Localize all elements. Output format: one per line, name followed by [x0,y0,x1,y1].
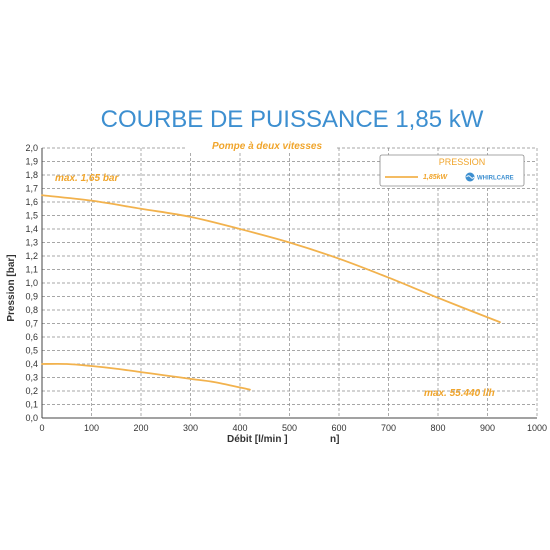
y-tick-label: 0,3 [25,373,38,383]
x-tick-label: 700 [381,423,396,433]
y-tick-label: 1,7 [25,184,38,194]
y-tick-label: 1,2 [25,251,38,261]
y-tick-label: 1,0 [25,278,38,288]
x-axis-label: Débit [l/min ] [227,434,288,445]
y-tick-label: 0,2 [25,386,38,396]
y-tick-label: 0,0 [25,413,38,423]
x-tick-label: 800 [430,423,445,433]
x-tick-label: 600 [331,423,346,433]
legend-entry-label: 1,85kW [423,174,449,181]
y-tick-label: 1,9 [25,157,38,167]
y-tick-label: 1,5 [25,211,38,221]
legend-box [379,154,525,187]
chart-title: COURBE DE PUISSANCE 1,85 kW [101,106,484,133]
legend-brand-label: WHIRLCARE [477,176,514,182]
y-tick-label: 1,4 [25,224,38,234]
series-lines [41,194,501,391]
y-tick-label: 1,6 [25,197,38,207]
y-tick-label: 0,1 [25,400,38,410]
y-tick-label: 0,9 [25,292,38,302]
x-tick-label: 200 [133,423,148,433]
max-pressure-annotation: max. 1,65 bar [55,173,119,184]
axes [41,148,537,419]
x-tick-label: 900 [480,423,495,433]
x-tick-label: 1000 [527,423,547,433]
y-tick-label: 0,7 [25,319,38,329]
y-tick-label: 1,3 [25,238,38,248]
grid [42,147,538,418]
y-tick-label: 0,8 [25,305,38,315]
y-axis-label: Pression [bar] [6,254,17,321]
y-tick-labels: 0,0 0,1 0,2 0,3 0,4 0,5 0,6 0,7 0,8 0,9 1,0 1,1 1,2 1… [25,143,38,423]
y-tick-label: 0,5 [25,346,38,356]
y-tick-label: 2,0 [25,143,38,153]
y-tick-label: 0,4 [25,359,38,369]
legend: PRESSION 1,85kW WHIRLCARE [379,154,525,187]
whirlcare-logo-icon [465,172,475,182]
legend-title: PRESSION [439,157,486,167]
x-tick-label: 0 [39,423,44,433]
max-flow-annotation: max. 55.440 l/h [424,388,495,399]
x-tick-label: 500 [282,423,297,433]
x-tick-label: 100 [84,423,99,433]
x-tick-labels: 0 100 200 300 400 500 600 700 800 900 1000 [39,423,547,433]
y-tick-label: 1,1 [25,265,38,275]
series-line-2 [41,362,251,391]
chart-subtitle: Pompe à deux vitesses [212,141,322,152]
y-tick-label: 0,6 [25,332,38,342]
x-tick-label: 400 [232,423,247,433]
x-tick-label: 300 [183,423,198,433]
x-axis-label-suffix: n] [330,434,339,445]
subtitle-background [185,138,335,152]
series-line-1 [41,194,501,324]
y-tick-label: 1,8 [25,170,38,180]
